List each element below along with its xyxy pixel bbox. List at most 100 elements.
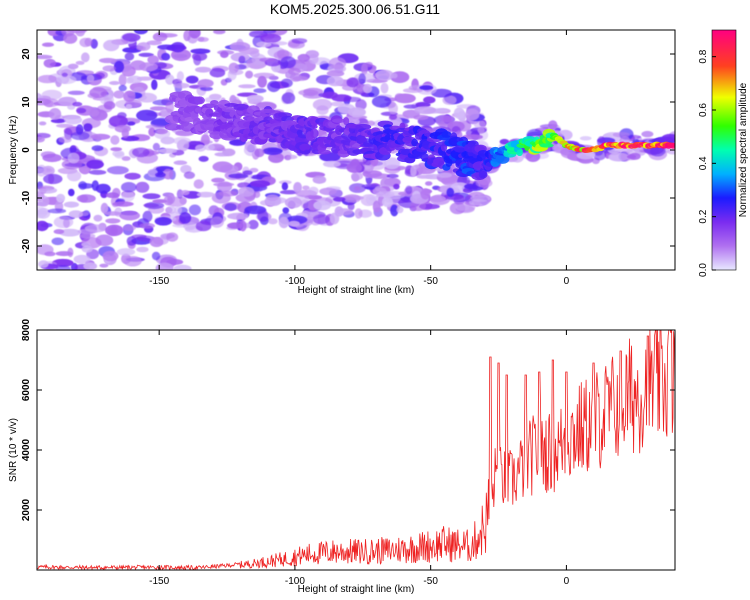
spectrogram-blob [81,245,93,253]
spectrogram-blob [280,56,296,69]
spectrogram-blob [125,104,133,109]
spectrogram-blob [282,207,290,214]
spectrogram-ridge-blob [478,171,488,179]
spectrogram-blob [442,95,457,105]
colorbar-ticks: 0.0 0.2 0.4 0.6 0.8 [698,49,716,277]
spectrogram-blob [193,179,204,189]
spectrogram-ridge-blob [332,118,346,123]
spectrogram-blob [43,173,63,185]
spectrogram-blob [37,201,48,207]
spectrogram-x-label: Height of straight line (km) [298,285,415,296]
snr-y-tick-label: 2000 [21,498,32,521]
spectrogram-blob [105,218,121,224]
spectrogram-ridge-blob [411,138,418,147]
spectrogram-blob [99,263,109,268]
spectrogram-blob [67,152,80,164]
spectrogram-blob [362,83,373,94]
spectrogram-blob [391,72,398,79]
spectrogram-blob [67,63,79,70]
spectrogram-blob [173,264,192,270]
spectrogram-blob [238,55,246,64]
colorbar-tick-label: 0.6 [698,103,709,117]
spectrogram-blob [188,30,201,39]
spectrogram-blob [84,224,107,233]
spectrogram-blob [195,66,212,73]
spectrogram-blob [249,180,271,188]
spectrogram-blob [38,260,49,268]
spectrogram-blob [579,136,592,141]
spectrogram-blob [103,101,116,110]
spectrogram-blob [455,204,470,211]
spectrogram-blob [156,128,168,135]
snr-x-tick-label: -150 [149,576,169,587]
spectrogram-blob [81,52,90,63]
spectrogram-blob [626,154,636,159]
spectrogram-blob [188,204,201,216]
spectrogram-blob [118,84,127,92]
spectrogram-blob [122,33,141,42]
spectrogram-blob [419,85,434,91]
spectrogram-blob [312,175,327,184]
colorbar-tick-label: 0.0 [698,263,709,277]
spectrogram-blob [67,170,82,182]
spectrogram-blob [298,89,319,96]
snr-panel: -150 -100 -50 0 2000 4000 6000 8000 Height of … [8,318,676,595]
spectrogram-blob [76,107,87,114]
spectrogram-blob [372,187,387,196]
spectrogram-blob [43,58,56,68]
spectrogram-blob [393,183,400,190]
spectrogram-blob [56,75,77,85]
spectrogram-blob [114,125,131,133]
spectrogram-blob [136,109,158,122]
spectrogram-blob [121,182,137,193]
spectrogram-blob [347,202,355,211]
spectrogram-blob [113,60,125,73]
spectrogram-blob [468,199,489,206]
spectrogram-blob [126,121,136,126]
spectrogram-blob [248,219,259,230]
spectrogram-blob [166,205,177,214]
spectrogram-blob [42,42,54,47]
spectrogram-ridge-blob [669,142,675,148]
spectrogram-blob [59,228,81,237]
spectrogram-blob [499,138,510,145]
spectrogram-blob [114,151,125,159]
spectrogram-blob [152,142,160,151]
spectrogram-blob [263,30,277,34]
spectrogram-blob [148,127,156,137]
snr-frame [36,329,676,571]
spectrogram-blob [333,196,346,202]
spectrogram-y-label: Frequency (Hz) [8,116,19,185]
spectrogram-blob [63,201,79,208]
spectrogram-ridge-blob [310,128,319,139]
spectrogram-blob [160,136,175,145]
spectrogram-blob [462,134,483,140]
spectrogram-blob [286,154,298,160]
spectrogram-blob [124,52,135,61]
spectrogram-ridge-blob [317,149,331,155]
spectrogram-blob [146,40,162,46]
spectrogram-blob [56,123,74,128]
spectrogram-blob [287,220,300,227]
spectrogram-blob [271,41,288,46]
spectrogram-blob [173,160,188,165]
spectrogram-blob [175,130,195,137]
spectrogram-blob [132,147,150,158]
snr-x-tick-label: -50 [423,576,438,587]
spectrogram-blob [151,251,161,261]
spectrogram-blob [67,247,74,258]
spectrogram-blob [620,151,631,162]
spectrogram-blob [116,248,136,256]
colorbar-tick-label: 0.8 [698,49,709,63]
spectrogram-blob [180,190,190,196]
colorbar-tick-label: 0.4 [698,156,709,170]
spectrogram-blob [308,186,319,196]
spectrogram-blob [123,255,142,267]
spectrogram-blob [57,96,77,107]
spectrogram-blob [413,114,429,120]
spectrogram-ridge-blob [299,143,311,152]
spectrogram-blob [51,237,64,246]
spectrogram-blob [139,222,156,229]
spectrogram-blob [79,233,96,239]
spectrogram-blob [126,236,137,246]
